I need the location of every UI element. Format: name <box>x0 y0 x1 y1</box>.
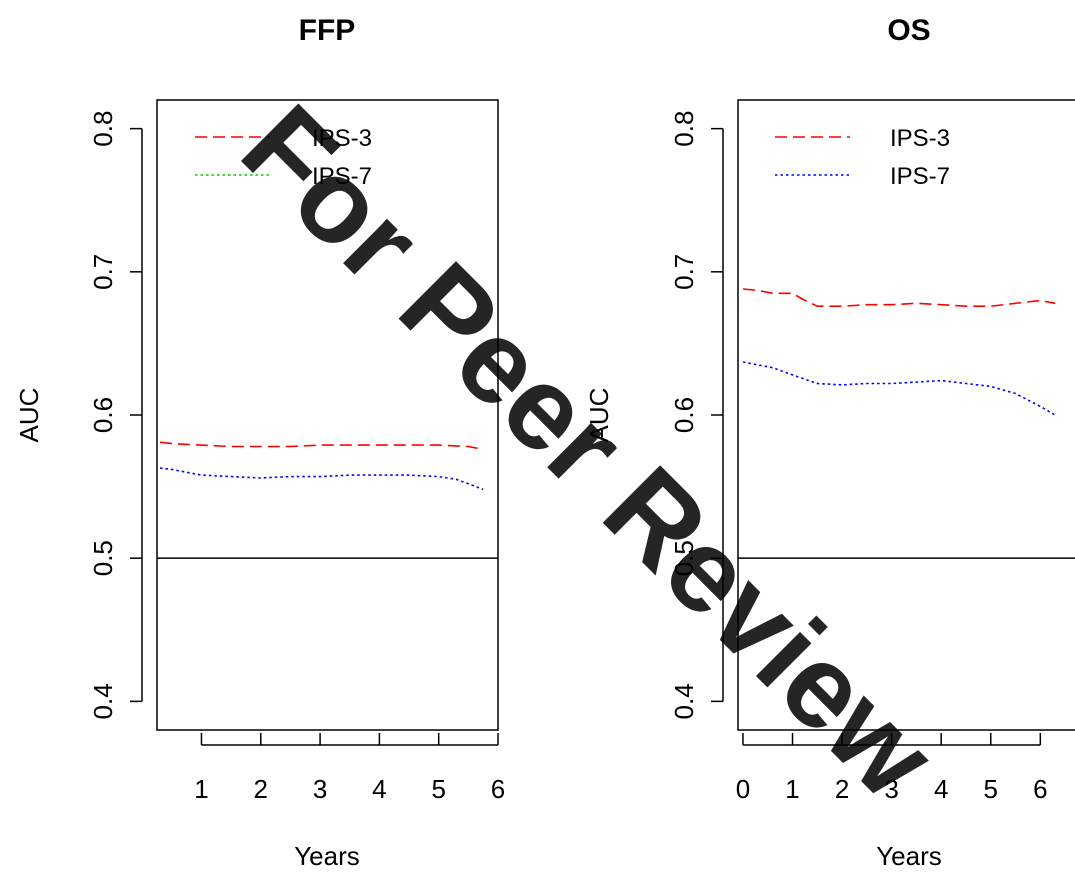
x-axis-label: Years <box>876 841 942 871</box>
legend-label: IPS-7 <box>890 163 950 190</box>
y-tick-label: 0.7 <box>669 254 699 290</box>
y-tick-label: 0.4 <box>88 683 118 719</box>
series-line-ips-7 <box>742 361 1056 416</box>
x-tick-label: 1 <box>194 774 208 804</box>
plot-frame <box>156 99 499 731</box>
x-tick-label: 3 <box>884 774 898 804</box>
legend-label: IPS-7 <box>312 163 372 190</box>
plot-frame <box>737 99 1075 731</box>
chart-title: FFP <box>299 14 356 47</box>
y-axis-label: AUC <box>584 388 614 443</box>
x-tick-label: 0 <box>736 774 750 804</box>
x-tick-label: 4 <box>934 774 948 804</box>
series-line-ips-3 <box>159 441 484 451</box>
series-line-ips-3 <box>742 288 1056 308</box>
legend-label: IPS-3 <box>312 125 372 152</box>
chart-title: OS <box>887 14 930 47</box>
x-tick-label: 3 <box>313 774 327 804</box>
x-tick-label: 2 <box>835 774 849 804</box>
y-tick-label: 0.4 <box>669 683 699 719</box>
x-tick-label: 4 <box>372 774 386 804</box>
x-tick-label: 5 <box>431 774 445 804</box>
y-tick-label: 0.8 <box>669 111 699 147</box>
y-tick-label: 0.6 <box>669 397 699 433</box>
y-tick-label: 0.5 <box>669 540 699 576</box>
series-line-ips-7 <box>159 467 484 491</box>
x-tick-label: 6 <box>491 774 505 804</box>
os-panel: OS AUC Years 0.4 0.5 0.6 0.7 0.8 0 1 2 3 4 5 6 IPS-3 IPS… <box>584 14 1075 871</box>
x-tick-label: 6 <box>1033 774 1047 804</box>
y-tick-label: 0.8 <box>88 111 118 147</box>
x-tick-label: 2 <box>254 774 268 804</box>
x-tick-label: 5 <box>984 774 998 804</box>
y-tick-label: 0.6 <box>88 397 118 433</box>
y-tick-label: 0.7 <box>88 254 118 290</box>
y-axis-label: AUC <box>14 388 44 443</box>
legend-label: IPS-3 <box>890 125 950 152</box>
x-axis-label: Years <box>294 841 360 871</box>
x-tick-label: 1 <box>785 774 799 804</box>
ffp-panel: FFP AUC Years 0.4 0.5 0.6 0.7 0.8 1 2 3 4 5 6 IPS-3 IPS… <box>14 14 505 871</box>
y-tick-label: 0.5 <box>88 540 118 576</box>
